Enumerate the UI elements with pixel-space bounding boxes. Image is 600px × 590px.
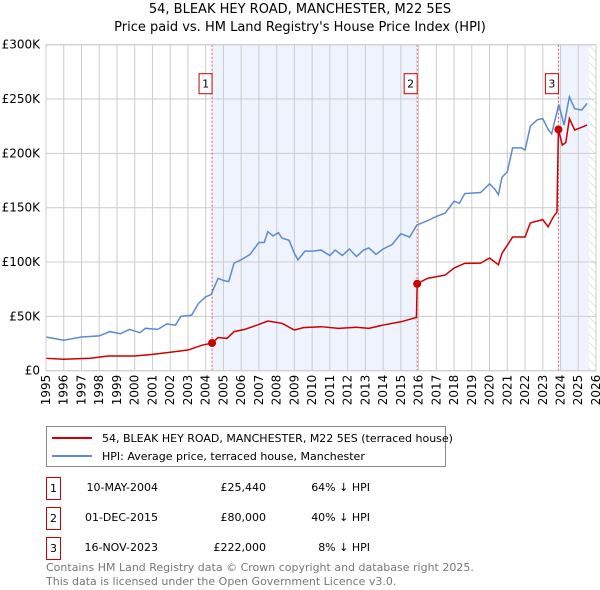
x-tick-label: 2026 (589, 375, 600, 406)
legend: 54, BLEAK HEY ROAD, MANCHESTER, M22 5ES … (46, 426, 453, 467)
price-chart: 1995 1996 1997 1998 1999 2000 2001 2002 2003 2004… (2, 38, 600, 406)
sale-number-badge: 2 (46, 507, 61, 530)
x-tick-label: 2006 (234, 375, 248, 406)
x-tick-label: 2024 (554, 375, 568, 406)
y-tick-label: £100K (2, 255, 42, 269)
x-tick-label: 2021 (500, 375, 514, 406)
x-tick-label: 1995 (39, 375, 53, 406)
y-tick-label: £150K (2, 201, 42, 215)
x-tick-label: 2011 (323, 375, 337, 406)
x-tick-label: 2017 (429, 375, 443, 406)
x-tick-label: 1996 (57, 375, 71, 406)
sale-price: £222,000 (213, 541, 267, 554)
legend-swatch-red (52, 437, 92, 439)
sale-date: 16-NOV-2023 (84, 541, 158, 554)
chart-subtitle: Price paid vs. HM Land Registry's House … (114, 20, 486, 35)
x-tick-label: 2003 (181, 375, 195, 406)
x-tick-label: 2025 (571, 375, 585, 406)
sale-row: 2 01-DEC-2015 £80,000 40% ↓ HPI (46, 507, 546, 530)
y-tick-label: £200K (2, 146, 42, 160)
y-tick-label: £300K (2, 38, 42, 52)
x-tick-label: 2001 (145, 375, 159, 406)
plot-frame (45, 44, 597, 372)
sale-point (208, 339, 217, 348)
footer-copyright: Contains HM Land Registry data © Crown c… (46, 561, 474, 574)
legend-label-property: 54, BLEAK HEY ROAD, MANCHESTER, M22 5ES … (102, 431, 453, 445)
x-tick-label: 2007 (252, 375, 266, 406)
x-tick-label: 1999 (110, 375, 124, 406)
x-tick-label: 2000 (128, 375, 142, 406)
x-tick-label: 2012 (341, 375, 355, 406)
sale-hpi-diff: 40% ↓ HPI (311, 511, 370, 524)
x-tick-label: 2002 (163, 375, 177, 406)
y-tick-label: £0 (25, 364, 40, 378)
x-tick-label: 2004 (199, 375, 213, 406)
legend-label-hpi: HPI: Average price, terraced house, Manc… (102, 449, 365, 463)
sale-date: 10-MAY-2004 (86, 481, 158, 494)
footer-licence: This data is licensed under the Open Gov… (46, 575, 397, 588)
x-tick-label: 2008 (270, 375, 284, 406)
y-tick-label: £50K (9, 309, 41, 323)
sale-hpi-diff: 64% ↓ HPI (311, 481, 370, 494)
x-tick-label: 2014 (376, 375, 390, 406)
x-tick-label: 2018 (447, 375, 461, 406)
sale-marker-label: 1 (202, 78, 209, 91)
x-tick-label: 1997 (74, 375, 88, 406)
sale-number-badge: 1 (46, 477, 61, 500)
sale-price: £80,000 (220, 511, 267, 524)
sale-row: 1 10-MAY-2004 £25,440 64% ↓ HPI (46, 477, 546, 500)
sale-marker-box (198, 73, 213, 95)
x-tick-label: 2022 (518, 375, 532, 406)
sale-marker-label: 3 (548, 78, 555, 91)
y-tick-label: £250K (2, 92, 42, 106)
property-price-line (45, 116, 588, 361)
x-tick-label: 2019 (465, 375, 479, 406)
sale-marker-box (403, 73, 418, 95)
x-tick-label: 2015 (394, 375, 408, 406)
sale-row: 3 16-NOV-2023 £222,000 8% ↓ HPI (46, 537, 546, 560)
sale-price: £25,440 (220, 481, 267, 494)
legend-swatch-blue (52, 455, 92, 457)
hpi-line (45, 94, 588, 342)
x-tick-label: 2016 (412, 375, 426, 406)
x-tick-label: 2009 (287, 375, 301, 406)
x-tick-label: 2020 (483, 375, 497, 406)
x-tick-label: 2013 (358, 375, 372, 406)
sale-date: 01-DEC-2015 (84, 511, 158, 524)
x-tick-label: 2005 (216, 375, 230, 406)
sale-marker-box (544, 73, 559, 95)
x-tick-label: 1998 (92, 375, 106, 406)
chart-title: 54, BLEAK HEY ROAD, MANCHESTER, M22 5ES (148, 2, 452, 17)
sale-point (413, 279, 422, 288)
sale-hpi-diff: 8% ↓ HPI (318, 541, 370, 554)
x-tick-label: 2023 (536, 375, 550, 406)
sale-point (554, 125, 563, 134)
sale-marker-label: 2 (407, 78, 414, 91)
x-tick-label: 2010 (305, 375, 319, 406)
sale-number-badge: 3 (46, 537, 61, 560)
